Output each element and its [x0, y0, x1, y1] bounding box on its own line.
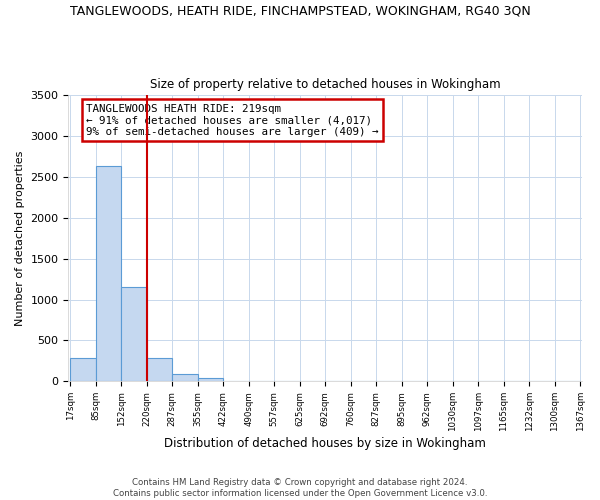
Bar — [70, 358, 96, 382]
Text: TANGLEWOODS, HEATH RIDE, FINCHAMPSTEAD, WOKINGHAM, RG40 3QN: TANGLEWOODS, HEATH RIDE, FINCHAMPSTEAD, … — [70, 5, 530, 18]
Bar — [147, 358, 172, 382]
Bar — [96, 166, 121, 382]
Title: Size of property relative to detached houses in Wokingham: Size of property relative to detached ho… — [150, 78, 500, 91]
Bar — [121, 287, 147, 382]
Bar — [172, 374, 198, 382]
Text: Contains HM Land Registry data © Crown copyright and database right 2024.
Contai: Contains HM Land Registry data © Crown c… — [113, 478, 487, 498]
Y-axis label: Number of detached properties: Number of detached properties — [15, 150, 25, 326]
Bar — [198, 378, 223, 382]
Text: TANGLEWOODS HEATH RIDE: 219sqm
← 91% of detached houses are smaller (4,017)
9% o: TANGLEWOODS HEATH RIDE: 219sqm ← 91% of … — [86, 104, 379, 136]
X-axis label: Distribution of detached houses by size in Wokingham: Distribution of detached houses by size … — [164, 437, 486, 450]
